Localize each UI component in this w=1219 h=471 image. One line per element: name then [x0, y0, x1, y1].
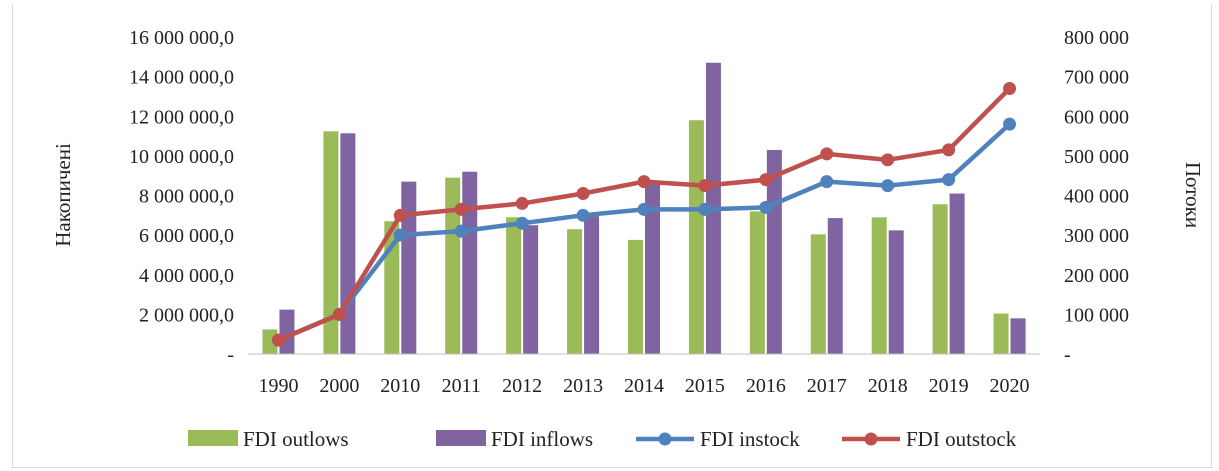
bar-fdi-outlows [567, 229, 583, 354]
bar-fdi-inflows [827, 218, 843, 354]
right-tick-label: - [1064, 344, 1071, 366]
point-fdi-instock [820, 175, 834, 189]
legend: FDI outlows FDI inflows FDI instock FDI out… [188, 427, 1017, 451]
x-tick-label: 2012 [502, 375, 542, 397]
point-fdi-outstock [1003, 82, 1017, 96]
point-fdi-outstock [759, 173, 773, 187]
point-fdi-instock [759, 200, 773, 214]
bar-fdi-outlows [871, 217, 887, 354]
right-tick-label: 400 000 [1064, 186, 1129, 208]
x-axis-ticks: 1990 2000 2010 2011 2012 2013 2014 2015 2016 2017… [258, 375, 1029, 397]
left-tick-label: 16 000 000,0 [129, 27, 234, 49]
left-tick-label: 6 000 000,0 [139, 225, 234, 247]
left-axis-ticks: - 2 000 000,0 4 000 000,0 6 000 000,0 8 000 … [129, 27, 234, 366]
bar-fdi-outlows [506, 217, 522, 354]
point-fdi-instock [637, 202, 651, 216]
legend-swatch-fdi-inflows [436, 430, 486, 446]
x-tick-label: 2013 [563, 375, 603, 397]
bar-fdi-outlows [810, 234, 826, 354]
bar-fdi-inflows [645, 184, 660, 354]
right-tick-label: 100 000 [1064, 304, 1129, 326]
bar-fdi-outlows [445, 177, 461, 354]
bar-fdi-outlows [323, 131, 339, 354]
legend-label-fdi-outstock: FDI outstock [906, 427, 1017, 451]
point-fdi-outstock [698, 179, 712, 193]
point-fdi-instock [942, 173, 956, 187]
bar-fdi-outlows [262, 329, 278, 354]
x-tick-label: 2019 [929, 375, 969, 397]
bar-fdi-inflows [401, 181, 417, 354]
left-tick-label: 12 000 000,0 [129, 106, 234, 128]
legend-marker-fdi-instock [658, 432, 672, 446]
legend-label-fdi-instock: FDI instock [700, 427, 800, 451]
point-fdi-instock [698, 202, 712, 216]
left-tick-label: 14 000 000,0 [129, 67, 234, 89]
right-axis-ticks: - 100 000 200 000 300 000 400 000 500 000 600 … [1064, 27, 1129, 366]
legend-label-fdi-outlows: FDI outlows [243, 427, 349, 451]
bar-fdi-outlows [749, 211, 765, 354]
bar-fdi-inflows [462, 171, 478, 354]
bar-fdi-inflows [949, 193, 965, 354]
bar-fdi-inflows [1010, 318, 1026, 354]
bar-fdi-inflows [888, 230, 904, 354]
legend-swatch-fdi-outlows [188, 430, 238, 446]
point-fdi-instock [515, 216, 529, 230]
point-fdi-instock [454, 224, 468, 238]
x-tick-label: 2011 [442, 375, 481, 397]
right-tick-label: 800 000 [1064, 27, 1129, 49]
left-tick-label: 10 000 000,0 [129, 146, 234, 168]
right-tick-label: 600 000 [1064, 106, 1129, 128]
point-fdi-outstock [942, 143, 956, 157]
bar-layer [262, 62, 1026, 355]
legend-marker-fdi-outstock [864, 432, 878, 446]
point-fdi-outstock [393, 208, 407, 222]
legend-label-fdi-inflows: FDI inflows [491, 427, 593, 451]
point-fdi-outstock [576, 187, 590, 201]
bar-fdi-inflows [340, 133, 356, 354]
right-tick-label: 300 000 [1064, 225, 1129, 247]
line-layer [271, 82, 1017, 347]
x-tick-label: 2015 [685, 375, 725, 397]
point-fdi-outstock [271, 333, 285, 347]
x-tick-label: 2017 [807, 375, 847, 397]
left-tick-label: - [227, 344, 234, 366]
x-tick-label: 1990 [258, 375, 298, 397]
x-tick-label: 2000 [319, 375, 359, 397]
point-fdi-outstock [515, 196, 529, 210]
x-tick-label: 2020 [990, 375, 1030, 397]
x-tick-label: 2014 [624, 375, 664, 397]
bar-fdi-inflows [523, 225, 539, 354]
point-fdi-instock [393, 228, 407, 242]
right-axis-title: Потоки [1181, 162, 1205, 228]
x-tick-label: 2016 [746, 375, 786, 397]
chart-frame [12, 4, 1212, 468]
bar-fdi-inflows [584, 216, 600, 354]
point-fdi-instock [881, 179, 895, 193]
point-fdi-instock [576, 208, 590, 222]
point-fdi-outstock [637, 175, 651, 189]
bar-fdi-outlows [628, 239, 643, 354]
left-tick-label: 2 000 000,0 [139, 304, 234, 326]
right-tick-label: 500 000 [1064, 146, 1129, 168]
x-tick-label: 2018 [868, 375, 908, 397]
left-tick-label: 8 000 000,0 [139, 186, 234, 208]
left-tick-label: 4 000 000,0 [139, 265, 234, 287]
bar-fdi-outlows [688, 120, 704, 355]
bar-fdi-outlows [932, 204, 948, 354]
point-fdi-outstock [820, 147, 834, 161]
bar-fdi-outlows [993, 313, 1009, 354]
right-tick-label: 200 000 [1064, 265, 1129, 287]
point-fdi-instock [1003, 117, 1017, 131]
left-axis-title: Накопичені [51, 143, 75, 247]
point-fdi-outstock [881, 153, 895, 167]
point-fdi-outstock [332, 307, 346, 321]
x-tick-label: 2010 [380, 375, 420, 397]
right-tick-label: 700 000 [1064, 67, 1129, 89]
bar-fdi-inflows [279, 309, 295, 354]
point-fdi-outstock [454, 202, 468, 216]
